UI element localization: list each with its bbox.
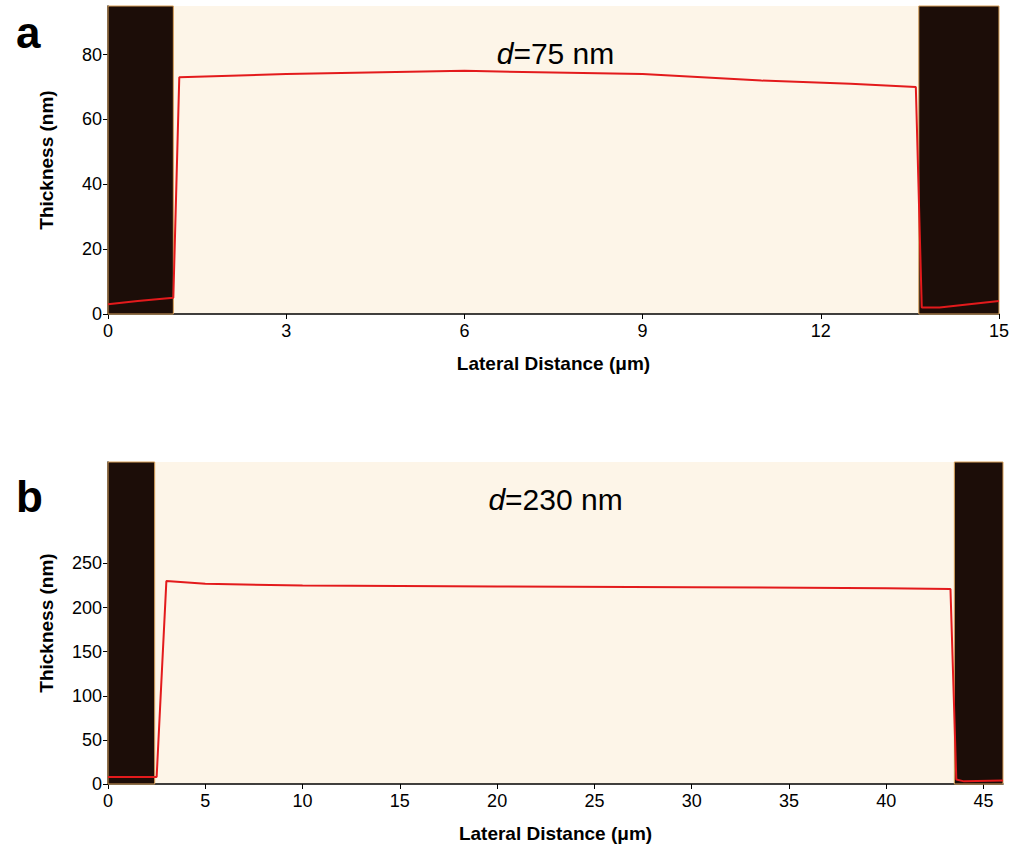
- svg-text:Lateral Distance (μm): Lateral Distance (μm): [459, 823, 652, 844]
- svg-text:30: 30: [682, 791, 702, 811]
- svg-text:0: 0: [92, 304, 102, 324]
- svg-text:Thickness (nm): Thickness (nm): [36, 553, 57, 692]
- svg-text:d: d: [488, 483, 506, 516]
- svg-text:=75 nm: =75 nm: [513, 37, 614, 70]
- svg-text:0: 0: [103, 321, 113, 341]
- svg-text:50: 50: [82, 730, 102, 750]
- svg-text:150: 150: [72, 642, 102, 662]
- svg-text:0: 0: [103, 791, 113, 811]
- svg-text:40: 40: [82, 174, 102, 194]
- svg-text:Thickness (nm): Thickness (nm): [36, 90, 57, 229]
- svg-text:20: 20: [487, 791, 507, 811]
- svg-text:200: 200: [72, 598, 102, 618]
- svg-text:b: b: [16, 472, 43, 521]
- svg-text:a: a: [16, 8, 41, 57]
- svg-text:d: d: [497, 37, 515, 70]
- svg-text:=230 nm: =230 nm: [505, 483, 623, 516]
- svg-text:10: 10: [293, 791, 313, 811]
- svg-text:3: 3: [281, 321, 291, 341]
- svg-text:5: 5: [200, 791, 210, 811]
- svg-text:15: 15: [390, 791, 410, 811]
- svg-text:6: 6: [459, 321, 469, 341]
- svg-text:9: 9: [638, 321, 648, 341]
- svg-text:100: 100: [72, 686, 102, 706]
- svg-text:40: 40: [876, 791, 896, 811]
- svg-text:60: 60: [82, 109, 102, 129]
- svg-text:0: 0: [92, 774, 102, 794]
- svg-text:15: 15: [989, 321, 1009, 341]
- svg-text:25: 25: [584, 791, 604, 811]
- svg-text:35: 35: [779, 791, 799, 811]
- svg-text:250: 250: [72, 553, 102, 573]
- svg-text:12: 12: [811, 321, 831, 341]
- svg-text:Lateral Distance (μm): Lateral Distance (μm): [457, 353, 650, 374]
- svg-text:45: 45: [974, 791, 994, 811]
- svg-text:20: 20: [82, 239, 102, 259]
- svg-text:80: 80: [82, 45, 102, 65]
